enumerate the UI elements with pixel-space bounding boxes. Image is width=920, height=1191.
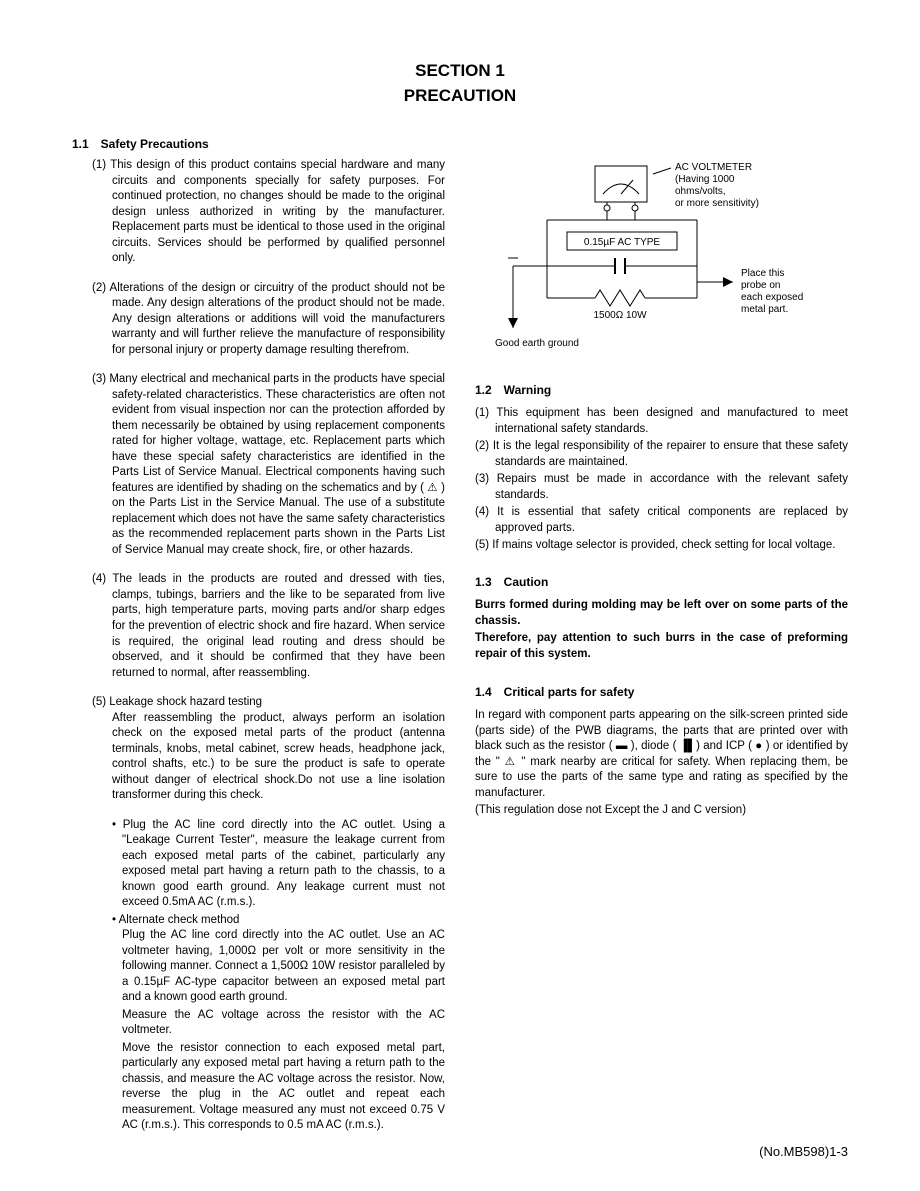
probe-label-3: each exposed <box>741 292 803 303</box>
heading-1-2: 1.2 Warning <box>475 382 848 398</box>
bullet-2-lead: • Alternate check method <box>72 913 445 929</box>
circuit-diagram: 0.15µF AC TYPE 1500Ω 10W Good earth grou… <box>475 158 848 368</box>
item-5-body: After reassembling the product, always p… <box>72 711 445 804</box>
warn-4: (4) It is essential that safety critical… <box>475 505 848 536</box>
volt-label-1: AC VOLTMETER <box>675 162 752 173</box>
warn-3: (3) Repairs must be made in accordance w… <box>475 472 848 503</box>
critical-2: (This regulation dose not Except the J a… <box>475 803 848 819</box>
bullet-2-body2: Measure the AC voltage across the resist… <box>72 1008 445 1039</box>
section-title: PRECAUTION <box>72 85 848 108</box>
probe-label-4: metal part. <box>741 304 788 315</box>
caution-2: Therefore, pay attention to such burrs i… <box>475 631 848 662</box>
cap-label: 0.15µF AC TYPE <box>584 237 660 248</box>
heading-1-4: 1.4 Critical parts for safety <box>475 684 848 700</box>
item-1: (1) This design of this product contains… <box>72 158 445 267</box>
probe-label-2: probe on <box>741 280 780 291</box>
item-5-lead: (5) Leakage shock hazard testing <box>72 695 445 711</box>
critical-1: In regard with component parts appearing… <box>475 708 848 801</box>
item-3: (3) Many electrical and mechanical parts… <box>72 372 445 558</box>
bullet-2-body3: Move the resistor connection to each exp… <box>72 1041 445 1134</box>
heading-1-1: 1.1 Safety Precautions <box>72 136 848 152</box>
bullet-2-body: Plug the AC line cord directly into the … <box>72 928 445 1006</box>
warn-5: (5) If mains voltage selector is provide… <box>475 538 848 554</box>
res-label: 1500Ω 10W <box>593 310 647 321</box>
bullet-1: • Plug the AC line cord directly into th… <box>72 818 445 911</box>
item-2: (2) Alterations of the design or circuit… <box>72 281 445 359</box>
caution-1: Burrs formed during molding may be left … <box>475 598 848 629</box>
volt-label-3: ohms/volts, <box>675 186 726 197</box>
page-number: (No.MB598)1-3 <box>759 1143 848 1161</box>
volt-label-2: (Having 1000 <box>675 174 735 185</box>
volt-label-4: or more sensitivity) <box>675 198 759 209</box>
section-number: SECTION 1 <box>72 60 848 83</box>
probe-label-1: Place this <box>741 268 784 279</box>
heading-1-3: 1.3 Caution <box>475 574 848 590</box>
warn-1: (1) This equipment has been designed and… <box>475 406 848 437</box>
warn-2: (2) It is the legal responsibility of th… <box>475 439 848 470</box>
body-columns: (1) This design of this product contains… <box>72 158 848 1158</box>
ground-label: Good earth ground <box>495 338 579 349</box>
item-4: (4) The leads in the products are routed… <box>72 572 445 681</box>
